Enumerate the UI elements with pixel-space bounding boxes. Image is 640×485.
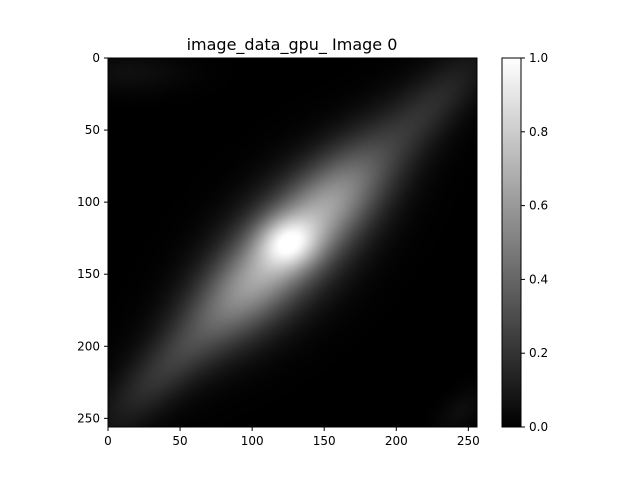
colorbar-tick-label: 0.8 bbox=[529, 125, 548, 139]
heatmap-image-container bbox=[108, 58, 477, 427]
y-tick-label: 150 bbox=[77, 267, 100, 281]
x-tick-label: 200 bbox=[385, 434, 408, 448]
y-tick-label: 200 bbox=[77, 339, 100, 353]
y-tick-label: 100 bbox=[77, 195, 100, 209]
y-tick-label: 50 bbox=[85, 123, 100, 137]
colorbar-tick-label: 0.2 bbox=[529, 346, 548, 360]
colorbar-tick-label: 1.0 bbox=[529, 51, 548, 65]
x-tick-label: 50 bbox=[172, 434, 187, 448]
colorbar-axis: 0.0 0.2 0.4 0.6 0.8 1.0 bbox=[521, 51, 548, 434]
x-tick-label: 100 bbox=[241, 434, 264, 448]
heatmap-image bbox=[108, 58, 477, 427]
x-tick-label: 150 bbox=[313, 434, 336, 448]
chart-title: image_data_gpu_ Image 0 bbox=[187, 35, 398, 55]
plot-frame bbox=[107, 57, 478, 428]
x-tick-label: 250 bbox=[457, 434, 480, 448]
x-tick-label: 0 bbox=[104, 434, 112, 448]
colorbar-tick-label: 0.4 bbox=[529, 272, 548, 286]
x-axis: 0 50 100 150 200 250 bbox=[104, 427, 480, 448]
y-tick-label: 0 bbox=[92, 51, 100, 65]
colorbar-tick-label: 0.6 bbox=[529, 199, 548, 213]
y-tick-label: 250 bbox=[77, 411, 100, 425]
colorbar bbox=[501, 57, 522, 428]
y-axis: 0 50 100 150 200 250 bbox=[77, 51, 108, 425]
colorbar-tick-label: 0.0 bbox=[529, 420, 548, 434]
